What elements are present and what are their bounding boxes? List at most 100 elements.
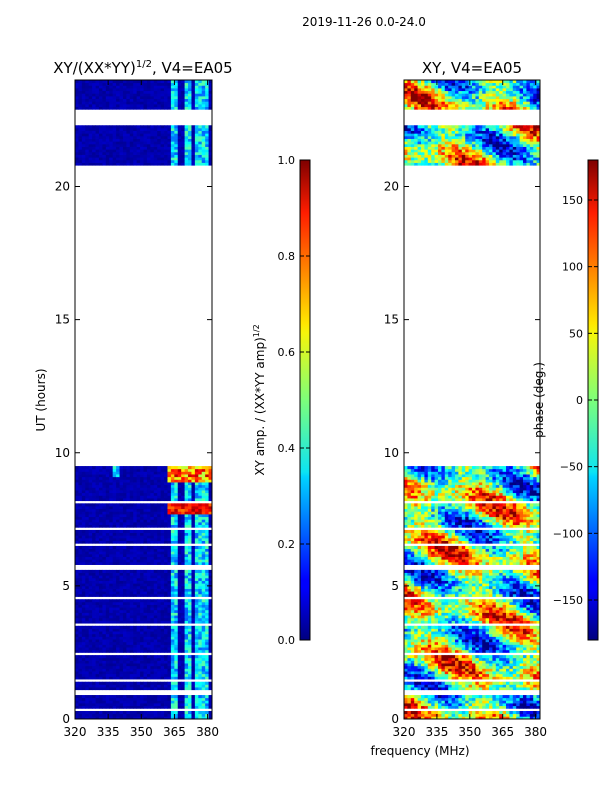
- heatmap-cell: [157, 93, 162, 97]
- heatmap-cell: [85, 569, 90, 573]
- heatmap-cell: [414, 671, 418, 675]
- heatmap-cell: [205, 575, 209, 579]
- heatmap-cell: [92, 665, 96, 669]
- heatmap-cell: [167, 159, 172, 163]
- heatmap-cell: [136, 591, 141, 595]
- heatmap-cell: [85, 149, 90, 153]
- heatmap-cell: [184, 482, 189, 486]
- heatmap-cell: [472, 711, 476, 715]
- heatmap-cell: [201, 141, 206, 145]
- heatmap-cell: [146, 548, 151, 552]
- heatmap-cell: [198, 466, 203, 470]
- heatmap-cell: [174, 687, 179, 691]
- heatmap-cell: [102, 503, 107, 507]
- heatmap-cell: [184, 617, 189, 621]
- heatmap-cell: [119, 503, 124, 507]
- heatmap-cell: [201, 471, 206, 475]
- heatmap-cell: [116, 604, 120, 608]
- heatmap-cell: [112, 551, 117, 555]
- heatmap-cell: [181, 703, 185, 707]
- heatmap-cell: [170, 553, 175, 557]
- heatmap-cell: [502, 711, 507, 715]
- heatmap-cell: [95, 492, 100, 496]
- heatmap-cell: [116, 559, 120, 563]
- heatmap-cell: [506, 700, 510, 704]
- heatmap-cell: [112, 87, 117, 92]
- heatmap-cell: [140, 141, 144, 145]
- heatmap-cell: [208, 141, 212, 145]
- heatmap-cell: [75, 601, 79, 605]
- heatmap-cell: [194, 146, 199, 150]
- heatmap-cell: [146, 668, 151, 672]
- heatmap-cell: [181, 585, 185, 589]
- heatmap-cell: [85, 657, 90, 661]
- heatmap-cell: [170, 511, 175, 515]
- heatmap-cell: [444, 697, 449, 701]
- heatmap-cell: [153, 495, 158, 499]
- heatmap-cell: [177, 641, 182, 645]
- heatmap-cell: [153, 647, 158, 651]
- heatmap-cell: [208, 617, 212, 621]
- heatmap-cell: [509, 681, 514, 685]
- heatmap-cell: [181, 524, 185, 528]
- heatmap-cell: [119, 85, 124, 89]
- heatmap-cell: [140, 641, 144, 645]
- heatmap-cell: [150, 133, 155, 137]
- heatmap-cell: [157, 506, 162, 510]
- heatmap-cell: [129, 612, 134, 616]
- heatmap-cell: [116, 649, 120, 653]
- heatmap-cell: [153, 529, 158, 534]
- heatmap-cell: [208, 713, 212, 717]
- heatmap-cell: [160, 157, 165, 161]
- heatmap-cell: [126, 628, 131, 632]
- heatmap-cell: [150, 697, 155, 701]
- heatmap-cell: [160, 569, 165, 573]
- heatmap-cell: [88, 660, 93, 664]
- heatmap-cell: [81, 85, 86, 89]
- heatmap-cell: [122, 82, 127, 86]
- heatmap-cell: [109, 529, 114, 534]
- heatmap-cell: [188, 506, 192, 510]
- heatmap-cell: [102, 479, 107, 483]
- heatmap-cell: [164, 521, 168, 526]
- heatmap-cell: [133, 157, 138, 161]
- heatmap-cell: [95, 519, 100, 523]
- heatmap-cell: [122, 593, 127, 597]
- heatmap-cell: [102, 85, 107, 89]
- heatmap-cell: [133, 655, 138, 659]
- heatmap-cell: [441, 713, 446, 717]
- heatmap-cell: [157, 149, 162, 153]
- heatmap-cell: [133, 513, 138, 518]
- heatmap-cell: [81, 130, 86, 134]
- heatmap-cell: [177, 149, 182, 153]
- heatmap-cell: [421, 687, 425, 691]
- heatmap-cell: [194, 484, 199, 488]
- heatmap-cell: [126, 127, 131, 131]
- heatmap-cell: [75, 705, 79, 709]
- heatmap-cell: [129, 663, 134, 667]
- heatmap-cell: [201, 529, 206, 534]
- heatmap-cell: [188, 503, 192, 507]
- heatmap-cell: [205, 513, 209, 518]
- heatmap-cell: [81, 146, 86, 150]
- heatmap-cell: [136, 553, 141, 557]
- heatmap-cell: [160, 665, 165, 669]
- heatmap-cell: [160, 647, 165, 651]
- heatmap-cell: [126, 468, 131, 472]
- heatmap-cell: [157, 159, 162, 163]
- heatmap-cell: [184, 673, 189, 677]
- heatmap-cell: [181, 713, 185, 717]
- heatmap-cell: [88, 506, 93, 510]
- heatmap-cell: [160, 697, 165, 701]
- heatmap-cell: [85, 631, 90, 635]
- heatmap-cell: [129, 556, 134, 560]
- heatmap-cell: [188, 93, 192, 97]
- heatmap-cell: [184, 591, 189, 595]
- heatmap-cell: [427, 697, 432, 701]
- heatmap-cell: [170, 636, 175, 640]
- heatmap-cell: [194, 471, 199, 475]
- heatmap-cell: [146, 154, 151, 158]
- heatmap-cell: [536, 711, 540, 715]
- heatmap-cell: [177, 609, 182, 613]
